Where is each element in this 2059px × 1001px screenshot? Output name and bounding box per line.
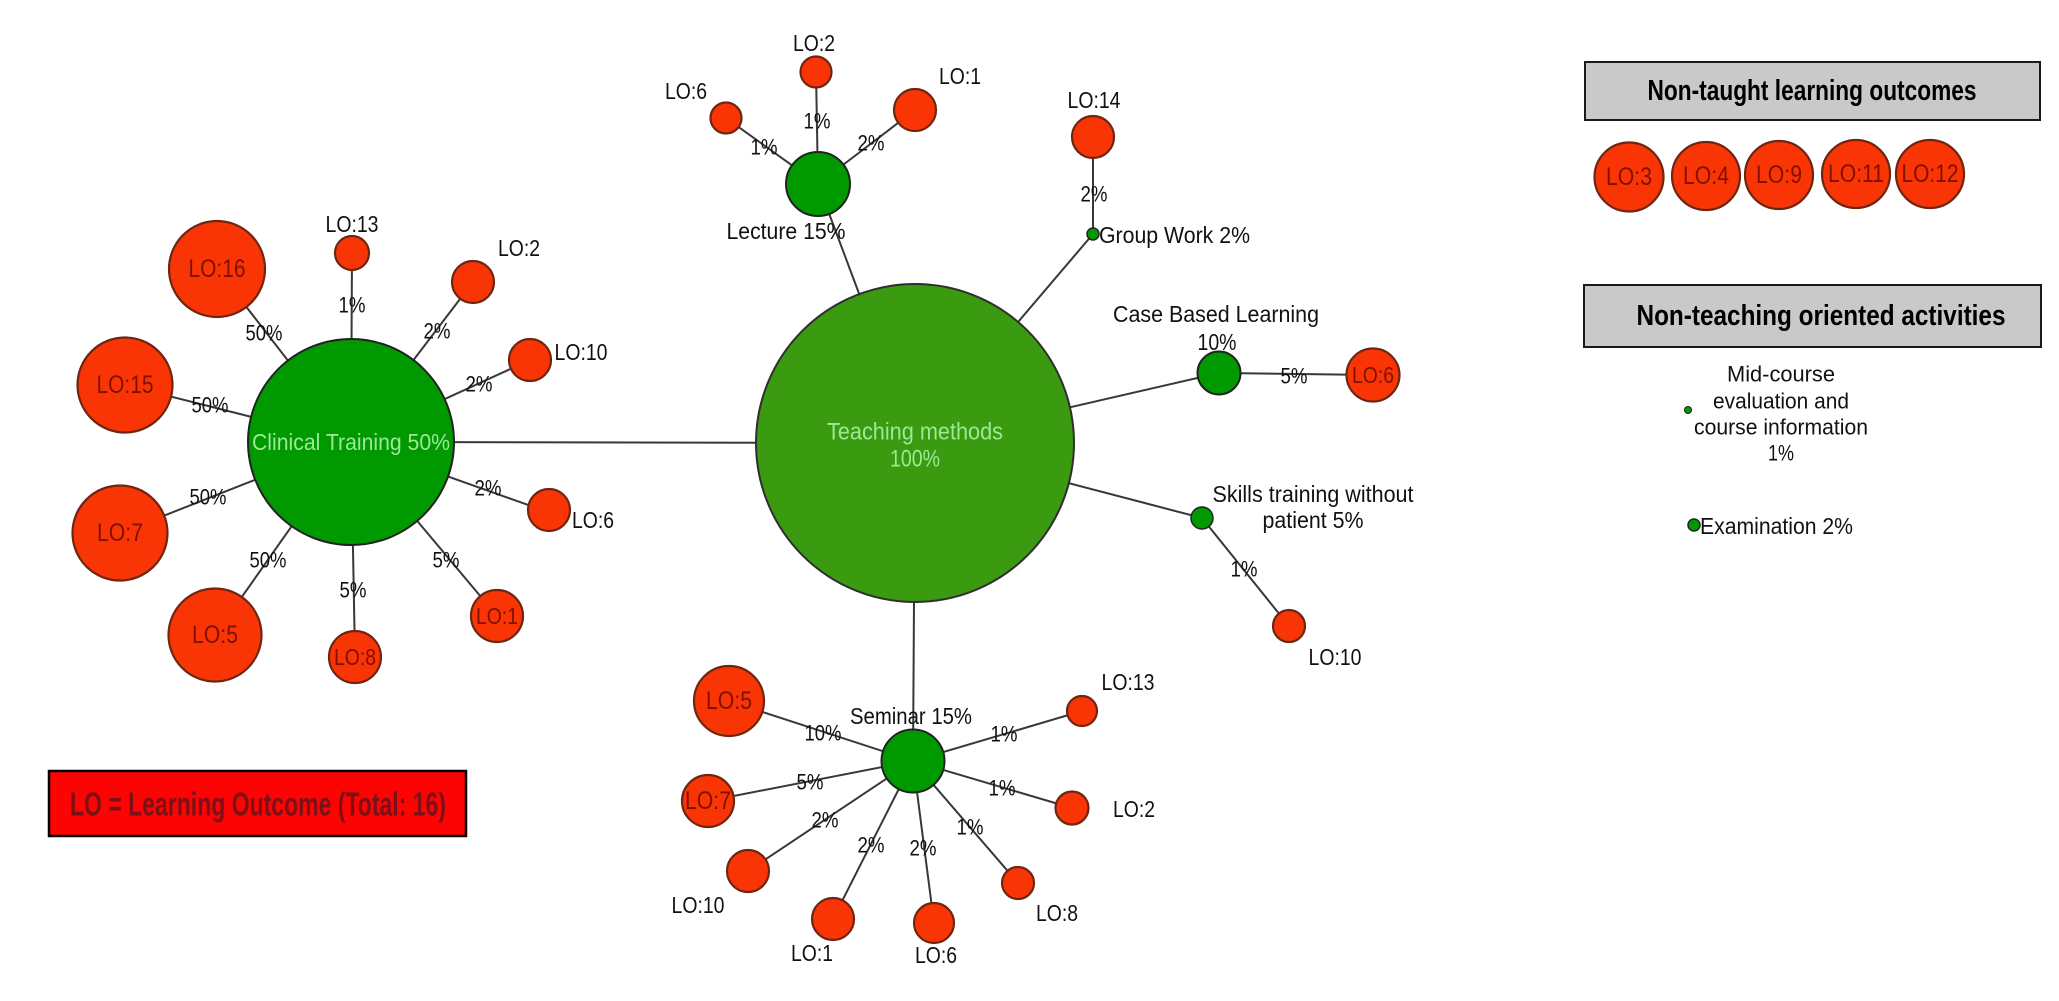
- svg-text:1%: 1%: [804, 109, 831, 134]
- svg-text:LO:8: LO:8: [1036, 900, 1078, 926]
- svg-text:5%: 5%: [797, 770, 824, 795]
- svg-text:2%: 2%: [424, 319, 451, 344]
- svg-text:5%: 5%: [1281, 364, 1308, 389]
- svg-text:LO:6: LO:6: [572, 507, 614, 533]
- svg-text:LO:10: LO:10: [555, 339, 608, 365]
- svg-text:1%: 1%: [1231, 557, 1258, 582]
- svg-text:LO:5: LO:5: [706, 687, 752, 715]
- svg-text:Seminar 15%: Seminar 15%: [850, 703, 972, 729]
- svg-text:LO:14: LO:14: [1068, 87, 1121, 113]
- svg-text:1%: 1%: [751, 135, 778, 160]
- svg-text:50%: 50%: [190, 485, 227, 510]
- svg-text:50%: 50%: [250, 548, 287, 573]
- svg-text:Clinical Training 50%: Clinical Training 50%: [252, 429, 450, 455]
- svg-text:Examination 2%: Examination 2%: [1700, 513, 1853, 539]
- svg-text:LO:10: LO:10: [1309, 644, 1362, 670]
- svg-text:50%: 50%: [192, 393, 229, 418]
- svg-text:Mid-course: Mid-course: [1727, 362, 1835, 387]
- svg-text:5%: 5%: [433, 548, 460, 573]
- svg-text:LO:3: LO:3: [1606, 163, 1652, 191]
- svg-text:patient 5%: patient 5%: [1263, 507, 1364, 533]
- svg-text:Teaching methods: Teaching methods: [827, 419, 1003, 446]
- svg-text:course information: course information: [1694, 415, 1868, 440]
- svg-text:LO:7: LO:7: [685, 787, 731, 815]
- svg-text:LO:1: LO:1: [476, 603, 518, 629]
- svg-text:2%: 2%: [1081, 182, 1108, 207]
- svg-text:Group Work 2%: Group Work 2%: [1099, 222, 1250, 248]
- svg-text:1%: 1%: [991, 722, 1018, 747]
- svg-text:evaluation and: evaluation and: [1713, 389, 1849, 414]
- svg-text:LO:7: LO:7: [97, 519, 143, 547]
- svg-text:LO:6: LO:6: [1352, 362, 1394, 388]
- svg-text:LO:10: LO:10: [672, 892, 725, 918]
- svg-text:LO:8: LO:8: [334, 644, 376, 670]
- svg-text:LO:15: LO:15: [97, 371, 154, 399]
- svg-text:10%: 10%: [805, 721, 842, 746]
- svg-text:LO:6: LO:6: [915, 942, 957, 968]
- svg-text:2%: 2%: [475, 476, 502, 501]
- svg-text:100%: 100%: [890, 446, 940, 473]
- svg-text:Non-taught learning outcomes: Non-taught learning outcomes: [1648, 75, 1977, 107]
- svg-text:LO:16: LO:16: [189, 255, 246, 283]
- svg-text:2%: 2%: [858, 131, 885, 156]
- svg-text:2%: 2%: [910, 836, 937, 861]
- svg-text:2%: 2%: [858, 833, 885, 858]
- svg-text:2%: 2%: [812, 808, 839, 833]
- svg-text:LO:12: LO:12: [1902, 160, 1959, 188]
- svg-text:LO:6: LO:6: [665, 78, 707, 104]
- svg-text:5%: 5%: [340, 578, 367, 603]
- svg-text:50%: 50%: [246, 321, 283, 346]
- svg-text:1%: 1%: [1768, 441, 1794, 466]
- svg-text:LO:2: LO:2: [498, 235, 540, 261]
- svg-text:LO:2: LO:2: [1113, 796, 1155, 822]
- svg-text:LO:1: LO:1: [791, 940, 833, 966]
- svg-text:LO:11: LO:11: [1828, 160, 1884, 188]
- svg-text:LO:9: LO:9: [1756, 161, 1802, 189]
- svg-text:LO:2: LO:2: [793, 30, 835, 56]
- svg-text:Skills training without: Skills training without: [1213, 481, 1415, 507]
- svg-text:2%: 2%: [466, 372, 493, 397]
- svg-text:1%: 1%: [957, 815, 984, 840]
- svg-text:1%: 1%: [989, 776, 1016, 801]
- svg-text:LO:5: LO:5: [192, 621, 238, 649]
- svg-text:LO = Learning Outcome (Total:: LO = Learning Outcome (Total: 16): [70, 786, 446, 823]
- svg-text:Lecture 15%: Lecture 15%: [727, 218, 846, 244]
- svg-text:LO:13: LO:13: [1102, 669, 1155, 695]
- svg-text:LO:1: LO:1: [939, 63, 981, 89]
- svg-text:Non-teaching oriented activiti: Non-teaching oriented activities: [1637, 300, 2006, 332]
- svg-text:10%: 10%: [1198, 329, 1237, 355]
- svg-text:LO:4: LO:4: [1683, 162, 1729, 190]
- svg-text:Case Based Learning: Case Based Learning: [1113, 301, 1319, 327]
- svg-text:LO:13: LO:13: [326, 211, 379, 237]
- svg-text:1%: 1%: [339, 293, 366, 318]
